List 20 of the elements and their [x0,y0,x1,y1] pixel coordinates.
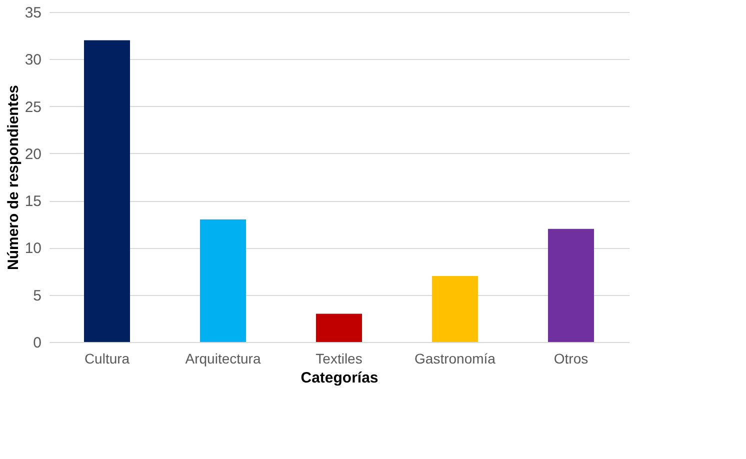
y-tick-label: 10 [24,240,42,258]
y-tick-label: 30 [24,52,42,69]
x-tick-label: Otros [554,350,588,366]
y-tick-label: 25 [24,98,42,116]
x-tick-label: Textiles [316,350,362,366]
y-tick-label: 15 [24,193,42,210]
x-tick-label: Arquitectura [185,350,261,366]
x-tick-label: Cultura [84,350,130,366]
y-tick-label: 5 [33,287,42,304]
bar [200,219,246,342]
y-tick-label: 35 [24,4,42,22]
bar [432,276,478,342]
y-tick-label: 20 [24,146,42,163]
x-tick-label: Gastronomía [414,350,496,366]
bar [84,40,130,342]
y-axis-title: Número de respondientes [4,84,22,270]
bar [548,228,594,342]
x-axis-title: Categorías [300,370,378,386]
bar [316,314,362,342]
y-tick-label: 0 [33,334,42,352]
